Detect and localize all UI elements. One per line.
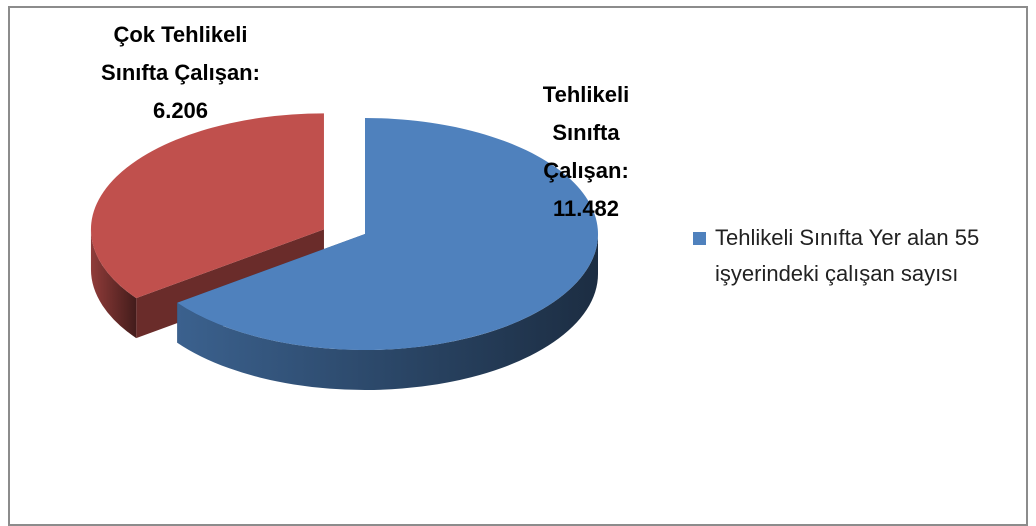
slice-rim: [90, 229, 137, 339]
chart: Çok Tehlikeli Sınıfta Çalışan: 6.206 Teh…: [8, 6, 1028, 526]
slice-top: [90, 113, 324, 299]
slice-top: [177, 118, 598, 350]
data-label: Çok Tehlikeli Sınıfta Çalışan: 6.206: [101, 22, 260, 123]
legend-label: Tehlikeli Sınıfta Yer alan 55 işyerindek…: [715, 225, 980, 286]
slice-rim: [177, 234, 598, 390]
pie-area: [90, 113, 598, 390]
data-label: Tehlikeli Sınıfta Çalışan: 11.482: [542, 82, 630, 221]
legend-swatch: [693, 232, 706, 245]
pie-slice: [177, 118, 598, 390]
